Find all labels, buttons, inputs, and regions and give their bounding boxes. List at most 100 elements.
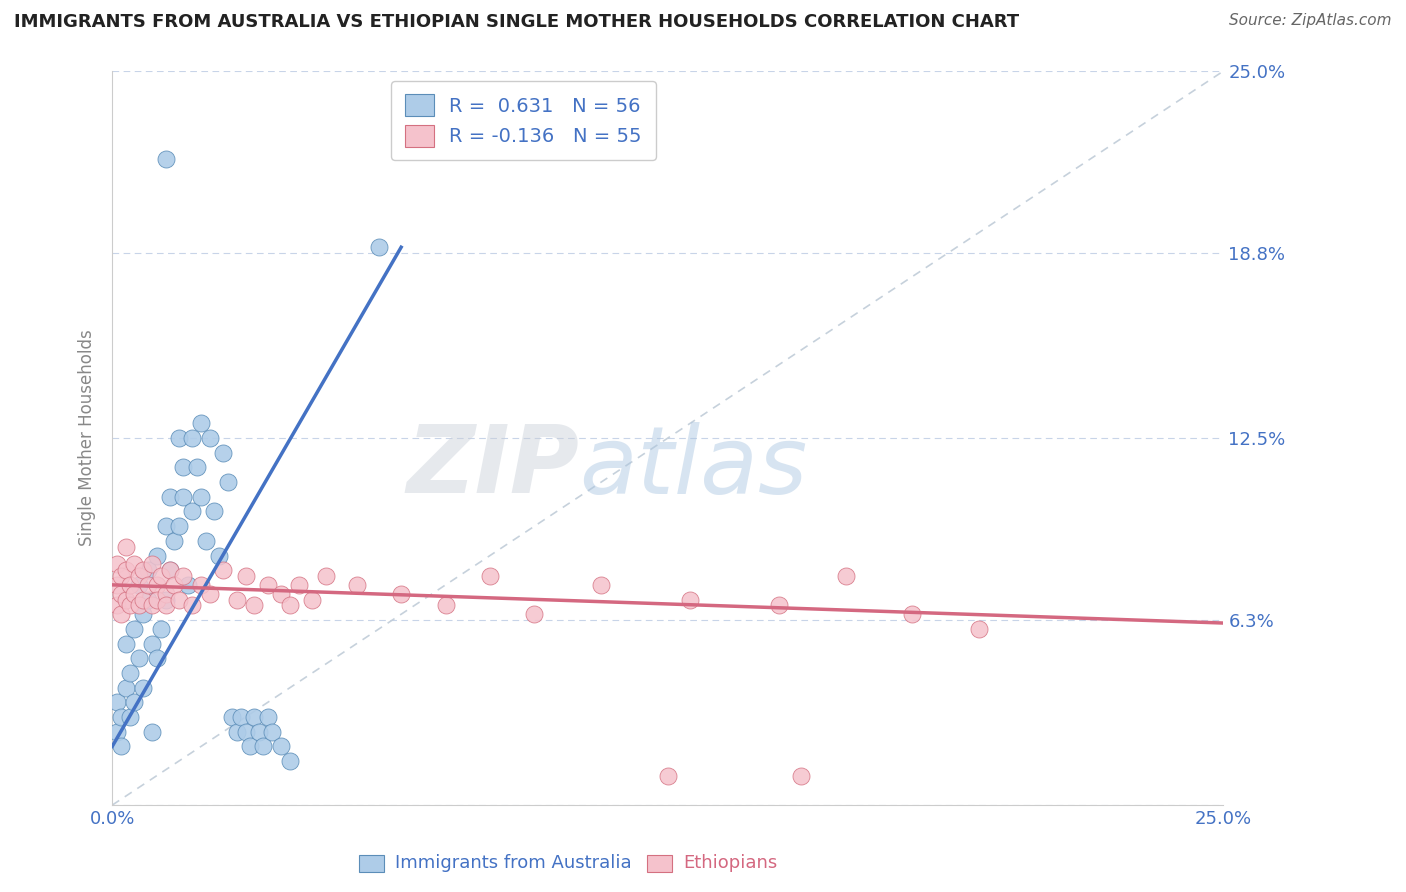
Point — [145, 592, 167, 607]
Point — [105, 695, 128, 709]
Point — [217, 475, 239, 489]
Point — [155, 152, 177, 166]
Point — [212, 563, 235, 577]
Point — [657, 769, 679, 783]
Point — [105, 599, 128, 613]
Text: IMMIGRANTS FROM AUSTRALIA VS ETHIOPIAN SINGLE MOTHER HOUSEHOLDS CORRELATION CHAR: IMMIGRANTS FROM AUSTRALIA VS ETHIOPIAN S… — [14, 13, 1019, 31]
Text: Source: ZipAtlas.com: Source: ZipAtlas.com — [1229, 13, 1392, 29]
Point — [114, 540, 136, 554]
Point — [315, 569, 337, 583]
Point — [235, 569, 257, 583]
Point — [239, 739, 262, 754]
Point — [118, 710, 141, 724]
Point — [118, 599, 141, 613]
Text: Ethiopians: Ethiopians — [683, 855, 778, 872]
Point — [124, 587, 146, 601]
Point — [172, 490, 194, 504]
Text: atlas: atlas — [579, 422, 807, 513]
Point — [141, 558, 163, 572]
Point — [198, 587, 221, 601]
Point — [132, 563, 155, 577]
Point — [591, 578, 613, 592]
Point — [177, 578, 200, 592]
Point — [150, 622, 173, 636]
Point — [190, 578, 212, 592]
Point — [118, 665, 141, 680]
Point — [105, 724, 128, 739]
Point — [163, 533, 186, 548]
Point — [235, 724, 257, 739]
Point — [368, 240, 391, 254]
Point — [190, 417, 212, 431]
Point — [124, 695, 146, 709]
Point — [167, 431, 190, 445]
Point — [163, 578, 186, 592]
Point — [159, 563, 181, 577]
Point — [155, 599, 177, 613]
Point — [141, 637, 163, 651]
Point — [114, 637, 136, 651]
Point — [167, 519, 190, 533]
Point — [190, 490, 212, 504]
Point — [172, 569, 194, 583]
Point — [114, 563, 136, 577]
Point — [128, 599, 150, 613]
Point — [479, 569, 502, 583]
Point — [181, 599, 204, 613]
Point — [186, 460, 208, 475]
Point — [136, 563, 159, 577]
Point — [105, 578, 128, 592]
Y-axis label: Single Mother Households: Single Mother Households — [79, 330, 96, 547]
Point — [679, 592, 702, 607]
Point — [159, 563, 181, 577]
Point — [110, 710, 132, 724]
Point — [136, 578, 159, 592]
Point — [128, 569, 150, 583]
Point — [389, 587, 412, 601]
Point — [346, 578, 368, 592]
Point — [155, 519, 177, 533]
Legend: R =  0.631   N = 56, R = -0.136   N = 55: R = 0.631 N = 56, R = -0.136 N = 55 — [391, 81, 655, 161]
Point — [225, 724, 247, 739]
Point — [270, 587, 292, 601]
Point — [301, 592, 323, 607]
Point — [278, 599, 301, 613]
Point — [768, 599, 790, 613]
Point — [434, 599, 457, 613]
Point — [256, 578, 278, 592]
Point — [172, 460, 194, 475]
Point — [790, 769, 813, 783]
Point — [198, 431, 221, 445]
Point — [155, 592, 177, 607]
Point — [967, 622, 990, 636]
Point — [256, 710, 278, 724]
Point — [128, 651, 150, 665]
Point — [150, 569, 173, 583]
Point — [270, 739, 292, 754]
Point — [136, 592, 159, 607]
Point — [901, 607, 924, 622]
Point — [118, 578, 141, 592]
Point — [155, 587, 177, 601]
Point — [204, 504, 226, 518]
Point — [159, 490, 181, 504]
Text: ZIP: ZIP — [406, 421, 579, 514]
Point — [110, 569, 132, 583]
Point — [194, 533, 217, 548]
Point — [141, 599, 163, 613]
Point — [124, 622, 146, 636]
Point — [110, 739, 132, 754]
Point — [110, 587, 132, 601]
Point — [247, 724, 270, 739]
Text: Immigrants from Australia: Immigrants from Australia — [395, 855, 631, 872]
Point — [105, 558, 128, 572]
Point — [252, 739, 274, 754]
Point — [288, 578, 311, 592]
Point — [132, 681, 155, 695]
Point — [124, 558, 146, 572]
Point — [132, 607, 155, 622]
Point — [208, 549, 231, 563]
Point — [128, 578, 150, 592]
Point — [523, 607, 546, 622]
Point — [834, 569, 856, 583]
